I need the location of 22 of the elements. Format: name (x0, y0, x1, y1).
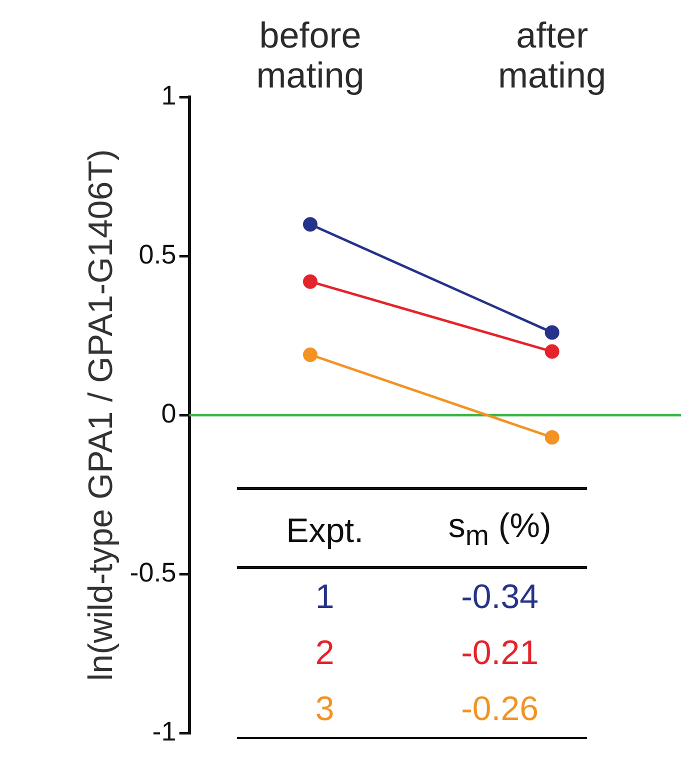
point (302, 217, 318, 232)
y-tick-label: 1 (161, 80, 176, 111)
annotation: -0.26 (460, 688, 540, 730)
annotation: -0.21 (460, 632, 540, 674)
point (544, 325, 560, 340)
y-tick-label: 0 (161, 398, 176, 429)
annotation: -0.34 (460, 576, 540, 618)
legend-title: Expt. (285, 510, 365, 552)
text: 1 (314, 576, 336, 618)
y-tick-label: -0.5 (130, 558, 176, 588)
point (302, 274, 318, 289)
point (544, 344, 560, 359)
y-axis-title: ln(wild-type GPA1 / GPA1-G1406T) (82, 149, 120, 681)
y-tick-label: 0.5 (138, 240, 176, 270)
x-tick-label: before mating (256, 14, 364, 96)
point (302, 347, 318, 362)
annotation: s$_{m}$ (%) (447, 506, 552, 554)
point (544, 430, 560, 445)
text: 2 (314, 632, 336, 674)
text: 3 (314, 688, 336, 730)
x-tick-label: after mating (498, 14, 606, 96)
y-tick-label: -1 (152, 716, 176, 746)
